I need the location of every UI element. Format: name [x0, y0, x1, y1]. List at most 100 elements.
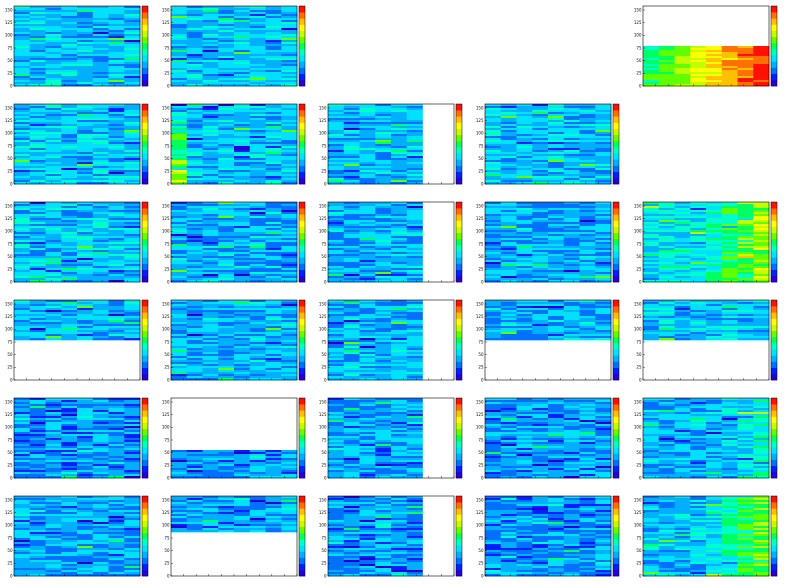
- heatmap-cell: [563, 174, 580, 177]
- heatmap-cell: [92, 258, 109, 261]
- heatmap-cell: [281, 54, 298, 57]
- heatmap-cell: [375, 218, 392, 221]
- heatmap-cell: [359, 224, 376, 227]
- heatmap-cell: [532, 164, 549, 167]
- heatmap-cell: [500, 216, 517, 219]
- heatmap-cell: [186, 106, 203, 109]
- heatmap-cell: [45, 228, 62, 231]
- heatmap-cell: [391, 166, 408, 169]
- heatmap-cell: [14, 312, 31, 315]
- heatmap-cell: [548, 318, 565, 321]
- heatmap-cell: [391, 378, 408, 381]
- heatmap-cell: [61, 24, 78, 27]
- heatmap-cell: [218, 364, 235, 367]
- heatmap-cell: [249, 146, 266, 149]
- heatmap-cell: [579, 248, 596, 251]
- heatmap-cell: [375, 120, 392, 123]
- heatmap-cell: [375, 356, 392, 359]
- heatmap-cell: [563, 300, 580, 303]
- heatmap-cell: [391, 120, 408, 123]
- heatmap-cell: [202, 274, 219, 277]
- heatmap-cell: [61, 104, 78, 107]
- heatmap-cell: [124, 36, 141, 39]
- y-tick-label: 100: [319, 131, 327, 136]
- heatmap-cell: [265, 248, 282, 251]
- heatmap-cell: [124, 262, 141, 265]
- heatmap-cell: [328, 262, 345, 265]
- heatmap-cell: [14, 120, 31, 123]
- heatmap-cell: [516, 176, 533, 179]
- heatmap-cell: [14, 274, 31, 277]
- heatmap-cell: [674, 48, 691, 51]
- heatmap-cell: [548, 174, 565, 177]
- heatmap-cell: [406, 180, 423, 183]
- heatmap-cell: [218, 166, 235, 169]
- heatmap-cell: [202, 254, 219, 257]
- colorbar-segment: [142, 232, 148, 240]
- heatmap-cell: [516, 238, 533, 241]
- heatmap-cell: [29, 24, 46, 27]
- heatmap-cell: [579, 154, 596, 157]
- heatmap-cell: [548, 202, 565, 205]
- heatmap-cell: [29, 150, 46, 153]
- heatmap-cell: [218, 232, 235, 235]
- heatmap-cell: [171, 104, 188, 107]
- heatmap-cell: [500, 318, 517, 321]
- heatmap-cell: [485, 252, 502, 255]
- heatmap-cell: [186, 202, 203, 205]
- heatmap-cell: [281, 336, 298, 339]
- heatmap-cell: [595, 240, 612, 243]
- heatmap-cell: [643, 80, 660, 83]
- heatmap-cell: [548, 240, 565, 243]
- heatmap-cell: [29, 158, 46, 161]
- heatmap-cell: [658, 230, 675, 233]
- colorbar-segment: [299, 367, 305, 375]
- heatmap-cell: [579, 278, 596, 281]
- heatmap-cell: [202, 160, 219, 163]
- colorbar-segment: [771, 79, 777, 87]
- heatmap-cell: [186, 34, 203, 37]
- heatmap-cell: [548, 116, 565, 119]
- heatmap-cell: [202, 60, 219, 63]
- heatmap-cell: [77, 118, 94, 121]
- heatmap-cell: [674, 254, 691, 257]
- heatmap-cell: [375, 150, 392, 153]
- heatmap-cell: [737, 252, 754, 255]
- heatmap-cell: [45, 210, 62, 213]
- heatmap-cell: [108, 266, 125, 269]
- heatmap-cell: [375, 262, 392, 265]
- heatmap-cell: [548, 212, 565, 215]
- heatmap-cell: [406, 242, 423, 245]
- heatmap-cell: [45, 152, 62, 155]
- heatmap-cell: [516, 106, 533, 109]
- heatmap-cell: [171, 302, 188, 305]
- heatmap-cell: [249, 66, 266, 69]
- heatmap-cell: [328, 158, 345, 161]
- heatmap-cell: [29, 124, 46, 127]
- heatmap-cell: [281, 66, 298, 69]
- heatmap-cell: [516, 114, 533, 117]
- heatmap-cell: [202, 234, 219, 237]
- heatmap-cell: [77, 54, 94, 57]
- heatmap-cell: [548, 324, 565, 327]
- heatmap-cell: [45, 264, 62, 267]
- heatmap-cell: [92, 214, 109, 217]
- heatmap-cell: [202, 230, 219, 233]
- heatmap-cell: [516, 236, 533, 239]
- heatmap-cell: [234, 274, 251, 277]
- heatmap-cell: [485, 112, 502, 115]
- heatmap-cell: [753, 84, 770, 87]
- heatmap-cell: [92, 64, 109, 67]
- heatmap-cell: [234, 216, 251, 219]
- heatmap-cell: [234, 280, 251, 283]
- heatmap-cell: [186, 308, 203, 311]
- heatmap-cell: [124, 80, 141, 83]
- heatmap-cell: [485, 306, 502, 309]
- heatmap-cell: [281, 48, 298, 51]
- heatmap-cell: [218, 270, 235, 273]
- heatmap-cell: [77, 230, 94, 233]
- heatmap-cell: [77, 204, 94, 207]
- heatmap-cell: [186, 180, 203, 183]
- heatmap-cell: [92, 308, 109, 311]
